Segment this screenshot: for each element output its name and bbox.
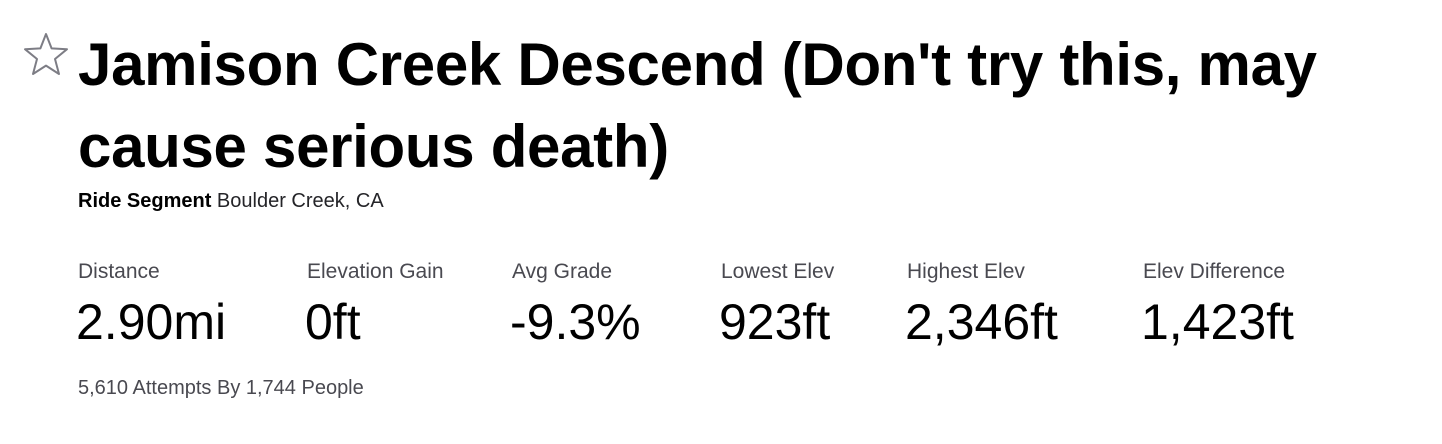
stat-elev-difference-value: 1,423ft	[1141, 294, 1294, 350]
stat-elevation-gain-value: 0ft	[305, 294, 361, 350]
stat-distance-label: Distance	[78, 260, 160, 283]
stat-highest-elev-label: Highest Elev	[907, 260, 1025, 283]
stat-distance-value: 2.90mi	[76, 294, 227, 350]
stat-lowest-elev-label: Lowest Elev	[721, 260, 835, 283]
attempts-summary: 5,610 Attempts By 1,744 People	[78, 377, 364, 399]
stat-highest-elev-value: 2,346ft	[905, 294, 1058, 350]
star-icon[interactable]	[22, 30, 70, 80]
stat-lowest-elev-value: 923ft	[719, 294, 831, 350]
segment-title: Jamison Creek Descend (Don't try this, m…	[78, 31, 1317, 180]
stat-avg-grade-value: -9.3%	[510, 294, 641, 350]
segment-location: Boulder Creek, CA	[216, 190, 384, 212]
segment-subtitle: Ride Segment Boulder Creek, CA	[78, 188, 384, 214]
stat-elevation-gain-label: Elevation Gain	[307, 260, 444, 283]
stat-avg-grade-label: Avg Grade	[512, 260, 613, 283]
stat-elev-difference-label: Elev Difference	[1143, 260, 1286, 283]
segment-type: Ride Segment	[78, 190, 212, 212]
